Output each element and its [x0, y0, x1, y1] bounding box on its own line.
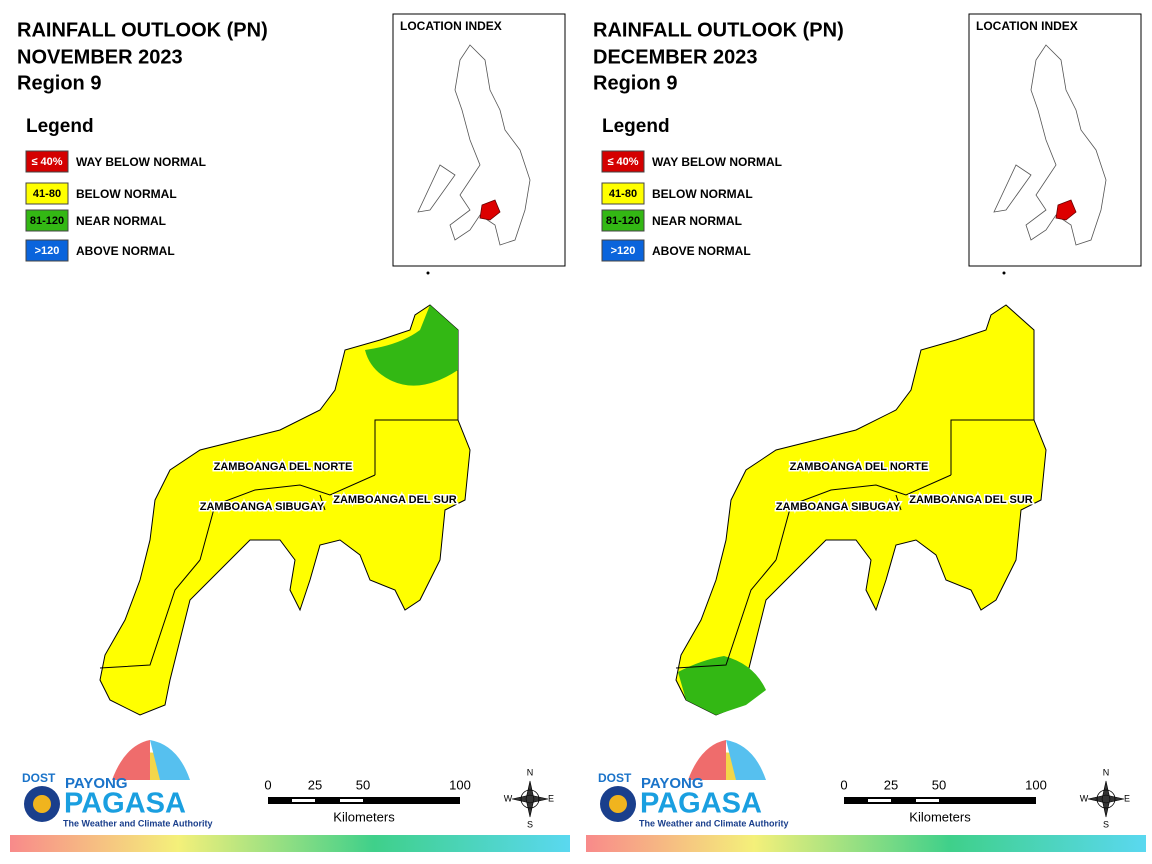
legend-swatch-label: >120: [35, 245, 60, 257]
legend-swatch: [25, 209, 69, 232]
umbrella: [150, 740, 190, 780]
legend-swatch-label: ≤ 40%: [607, 156, 638, 168]
compass-letter: N: [527, 767, 534, 777]
panel: RAINFALL OUTLOOK (PN) DECEMBER 2023 Region…: [586, 13, 1146, 852]
compass-letter: W: [1080, 793, 1089, 803]
title-line: Region 9: [593, 72, 677, 94]
compass-letter: W: [504, 793, 513, 803]
logo-brand-top: PAYONG: [65, 775, 128, 792]
compass-letter: S: [527, 819, 533, 829]
scale-unit: Kilometers: [333, 809, 395, 824]
panel: RAINFALL OUTLOOK (PN) NOVEMBER 2023 Region…: [10, 13, 570, 852]
scale-label: 100: [1025, 777, 1047, 792]
compass-letter: N: [1103, 767, 1110, 777]
compass: [511, 780, 549, 818]
legend-swatch-label: >120: [611, 245, 636, 257]
legend-title: Legend: [26, 116, 94, 137]
umbrella: [688, 740, 726, 780]
legend-swatch: [25, 239, 69, 262]
legend-swatch: [601, 182, 645, 205]
province-label: ZAMBOANGA DEL SUR: [333, 494, 457, 506]
scale-bar: [916, 799, 939, 802]
logo-brand-top: PAYONG: [641, 775, 704, 792]
province-label: ZAMBOANGA SIBUGAY: [200, 501, 325, 513]
logo-seal: [33, 795, 51, 813]
logo-agency: DOST: [22, 771, 56, 785]
inset-title: LOCATION INDEX: [400, 19, 502, 33]
logo-brand: PAGASA: [640, 788, 762, 820]
compass: [520, 789, 540, 809]
logo-tagline: The Weather and Climate Authority: [63, 818, 213, 828]
logo-brand: PAGASA: [64, 788, 186, 820]
inset-title: LOCATION INDEX: [976, 19, 1078, 33]
legend-swatch-label: 81-120: [606, 215, 640, 227]
legend-label: NEAR NORMAL: [652, 214, 742, 228]
title-line: DECEMBER 2023: [593, 46, 758, 68]
province-label: ZAMBOANGA SIBUGAY: [776, 501, 901, 513]
legend-label: ABOVE NORMAL: [76, 244, 175, 258]
title-line: Region 9: [17, 72, 101, 94]
legend-swatch-label: 81-120: [30, 215, 64, 227]
compass-letter: S: [1103, 819, 1109, 829]
title-line: NOVEMBER 2023: [17, 46, 183, 68]
legend-swatch: [25, 182, 69, 205]
scale-bar: [268, 797, 460, 804]
legend-label: ABOVE NORMAL: [652, 244, 751, 258]
legend-swatch: [601, 150, 645, 173]
province-label: ZAMBOANGA DEL NORTE: [790, 461, 929, 473]
near-normal-area: [678, 656, 766, 715]
scale-label: 0: [840, 777, 847, 792]
scale-bar: [292, 799, 315, 802]
scale-bar: [844, 797, 1036, 804]
compass: [1087, 780, 1125, 818]
compass-letter: E: [1124, 793, 1130, 803]
scale-label: 25: [884, 777, 898, 792]
color-band: [586, 835, 1146, 852]
umbrella: [112, 740, 150, 780]
scale-label: 100: [449, 777, 471, 792]
scale-label: 50: [932, 777, 946, 792]
compass-letter: E: [548, 793, 554, 803]
scale-bar: [340, 799, 363, 802]
legend-swatch: [25, 150, 69, 173]
logo-seal: [609, 795, 627, 813]
legend-label: BELOW NORMAL: [652, 187, 753, 201]
legend-label: WAY BELOW NORMAL: [76, 155, 206, 169]
scale-label: 50: [356, 777, 370, 792]
logo-tagline: The Weather and Climate Authority: [639, 818, 789, 828]
umbrella: [726, 740, 766, 780]
legend-label: BELOW NORMAL: [76, 187, 177, 201]
legend-swatch: [601, 209, 645, 232]
title-line: RAINFALL OUTLOOK (PN): [17, 19, 268, 41]
legend-title: Legend: [602, 116, 670, 137]
scale-label: 0: [264, 777, 271, 792]
legend-swatch-label: 41-80: [33, 188, 61, 200]
legend-label: WAY BELOW NORMAL: [652, 155, 782, 169]
color-band: [10, 835, 570, 852]
scale-label: 25: [308, 777, 322, 792]
legend-label: NEAR NORMAL: [76, 214, 166, 228]
compass: [1096, 789, 1116, 809]
scale-unit: Kilometers: [909, 809, 971, 824]
legend-swatch-label: ≤ 40%: [31, 156, 62, 168]
title-line: RAINFALL OUTLOOK (PN): [593, 19, 844, 41]
near-normal-area: [365, 305, 458, 386]
legend-swatch-label: 41-80: [609, 188, 637, 200]
scale-bar: [868, 799, 891, 802]
province-label: ZAMBOANGA DEL NORTE: [214, 461, 353, 473]
logo-agency: DOST: [598, 771, 632, 785]
province-label: ZAMBOANGA DEL SUR: [909, 494, 1033, 506]
legend-swatch: [601, 239, 645, 262]
